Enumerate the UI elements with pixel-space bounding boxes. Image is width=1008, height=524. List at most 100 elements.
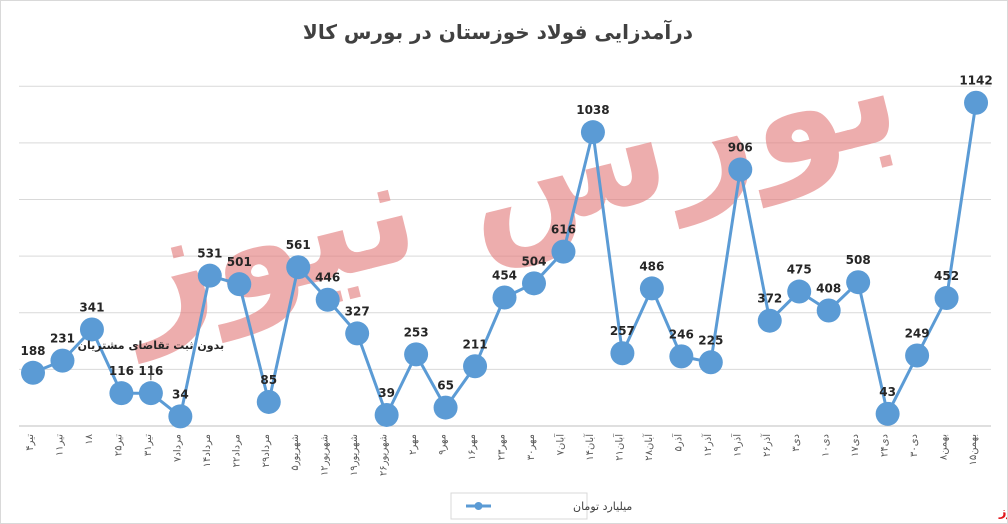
x-tick-label: ۹مهر <box>438 434 449 455</box>
data-point[interactable] <box>463 354 488 379</box>
series-layer <box>21 90 989 429</box>
data-point[interactable] <box>315 287 340 312</box>
x-tick-label: ۱۴مرداد <box>202 434 213 467</box>
data-point[interactable] <box>846 270 871 295</box>
chart-title: درآمدزایی فولاد خوزستان در بورس کالا <box>303 19 693 44</box>
data-point[interactable] <box>197 263 222 288</box>
annotation-text: بدون ثبت تقاضای مشتریان <box>78 339 224 352</box>
data-point[interactable] <box>21 360 45 385</box>
x-tick-label: ۳۰مهر <box>526 434 537 460</box>
data-label: 561 <box>286 238 311 252</box>
x-tick-label: ۷آبان <box>553 433 566 456</box>
data-label: 501 <box>227 255 252 269</box>
data-point[interactable] <box>757 308 782 333</box>
data-point[interactable] <box>905 343 930 368</box>
x-tick-label: ۲۴دی <box>880 434 891 457</box>
data-point[interactable] <box>816 298 841 323</box>
x-tick-label: ۲۶شهریور <box>379 434 390 476</box>
data-label: 454 <box>492 268 517 282</box>
data-point[interactable] <box>964 90 989 115</box>
x-tick-label: ۳دی <box>791 434 802 452</box>
data-point[interactable] <box>286 255 311 280</box>
data-label: 1142 <box>959 74 992 88</box>
data-label: 341 <box>79 300 104 314</box>
data-point[interactable] <box>492 285 517 310</box>
x-tick-label: ۴تیر <box>25 434 36 451</box>
data-label: 486 <box>639 259 664 273</box>
x-tick-label: ۲۹مرداد <box>261 434 272 467</box>
data-point[interactable] <box>551 239 576 264</box>
data-label: 452 <box>934 269 959 283</box>
data-label: 475 <box>787 263 812 277</box>
data-point[interactable] <box>698 350 723 375</box>
data-point[interactable] <box>610 341 635 366</box>
data-label: 508 <box>846 253 871 267</box>
data-label: 531 <box>197 247 222 261</box>
data-point[interactable] <box>138 381 163 406</box>
data-point[interactable] <box>404 342 429 367</box>
legend[interactable]: میلیارد تومان <box>450 492 632 520</box>
data-label: 188 <box>20 344 45 358</box>
data-label: 446 <box>315 271 340 285</box>
data-label: 327 <box>345 304 370 318</box>
x-tick-label: ۲۲مرداد <box>231 434 242 467</box>
x-tick-label: ۳۱تیر <box>143 434 154 456</box>
data-label: 85 <box>260 373 277 387</box>
data-point[interactable] <box>669 344 694 369</box>
data-label: 504 <box>521 254 546 268</box>
x-tick-label: ۸بهمن <box>939 434 950 460</box>
x-tick-label: ۲۳مهر <box>497 434 508 460</box>
data-point[interactable] <box>728 157 753 182</box>
x-tick-label: ۱۵بهمن <box>968 434 979 466</box>
data-label: 34 <box>172 387 189 401</box>
data-label: 372 <box>757 292 782 306</box>
data-point[interactable] <box>79 317 104 342</box>
data-label: 231 <box>50 332 75 346</box>
data-label: 257 <box>610 324 635 338</box>
data-label: 225 <box>698 333 723 347</box>
x-tick-label: ۱۱تیر <box>54 434 65 456</box>
x-tick-label: ۱۷دی <box>850 434 861 457</box>
data-point[interactable] <box>521 271 546 296</box>
brand-logo-text: بورس نیوز <box>998 505 1007 520</box>
data-point[interactable] <box>374 402 399 427</box>
x-tick-label: ۱۹آذر <box>730 433 743 457</box>
x-tick-label: ۲۱آبان <box>612 433 625 461</box>
x-tick-label: ۵آذر <box>671 433 684 452</box>
data-label: 616 <box>551 223 576 237</box>
legend-label: میلیارد تومان <box>573 500 632 513</box>
legend-marker-swatch <box>474 502 483 510</box>
data-point[interactable] <box>345 321 370 346</box>
x-tick-label: ۲۵تیر <box>113 434 124 456</box>
data-label: 116 <box>109 364 134 378</box>
data-point[interactable] <box>256 389 281 414</box>
x-tick-label: ۱۴آبان <box>583 433 596 461</box>
data-point[interactable] <box>109 381 134 406</box>
data-label: 65 <box>437 379 454 393</box>
watermark: بورس نیوز <box>96 1 915 365</box>
x-tick-label: ۱۰دی <box>821 434 832 457</box>
x-tick-label: ۱۲آذر <box>701 433 714 457</box>
x-tick-label: ۱۲شهریور <box>320 434 331 476</box>
data-label: 43 <box>879 385 896 399</box>
data-point[interactable] <box>168 404 193 429</box>
data-label: 249 <box>905 327 930 341</box>
x-tick-label: ۷مرداد <box>172 434 183 462</box>
data-point[interactable] <box>934 286 959 311</box>
data-point[interactable] <box>639 276 664 301</box>
data-point[interactable] <box>875 401 900 426</box>
data-point[interactable] <box>50 348 75 373</box>
x-tick-label: ۲۶آذر <box>760 433 773 457</box>
data-label: 408 <box>816 282 841 296</box>
data-point[interactable] <box>433 395 458 420</box>
x-tick-label: ۲مهر <box>408 434 419 455</box>
x-tick-label: ۲۸آبان <box>642 433 655 461</box>
data-label: 253 <box>404 325 429 339</box>
data-point[interactable] <box>580 120 605 145</box>
data-point[interactable] <box>787 279 812 304</box>
data-point[interactable] <box>227 272 252 297</box>
x-tick-label: ۵شهریور <box>290 434 301 471</box>
